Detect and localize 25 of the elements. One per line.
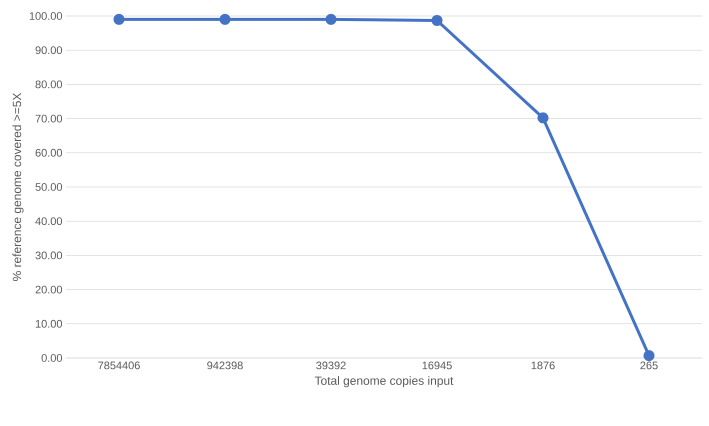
y-tick-label: 60.00 <box>36 148 62 157</box>
y-tick-label: 50.00 <box>35 183 62 191</box>
point <box>432 14 442 26</box>
point <box>538 112 548 124</box>
y-tick-label: 40.00 <box>35 217 62 226</box>
y-tick-label: 20.00 <box>36 286 62 294</box>
x-tick-label: 942398 <box>207 362 243 370</box>
y-axis-title: % reference genome covered >=5X <box>12 92 24 281</box>
point <box>326 14 336 25</box>
y-tick-label: 30.00 <box>35 252 62 260</box>
point <box>114 14 124 25</box>
y-tick-label: 10.00 <box>36 320 62 328</box>
x-tick-label: 1876 <box>532 362 555 370</box>
y-tick-label: 90.00 <box>36 46 62 54</box>
y-tick-label: 100.00 <box>30 12 62 20</box>
y-tick-label: 0.00 <box>42 354 62 362</box>
x-axis-title: Total genome copies input <box>314 376 454 388</box>
point <box>220 14 230 25</box>
x-tick-label: 265 <box>640 362 658 370</box>
y-tick-label: 70.00 <box>36 114 62 122</box>
point <box>644 350 655 362</box>
y-tick-label: 80.00 <box>36 80 62 88</box>
x-tick-label: 16945 <box>422 362 452 370</box>
x-tick-label: 39392 <box>316 362 346 370</box>
x-tick-label: 7854406 <box>98 362 140 370</box>
